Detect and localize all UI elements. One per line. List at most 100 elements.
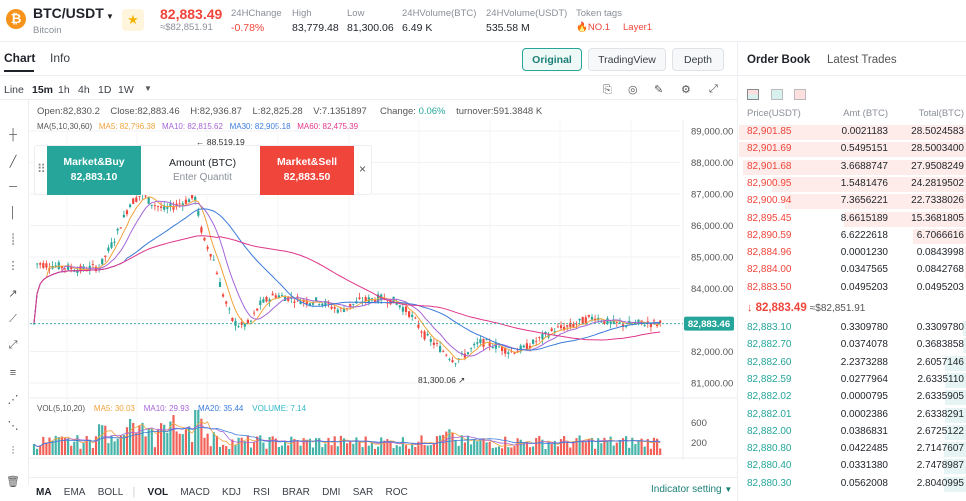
more-timeframes-icon[interactable]: ▼ [144,84,152,93]
indicator-icon[interactable]: ⎘ [603,84,612,96]
depth-bar [945,390,966,406]
pattern-tool-icon[interactable]: ⋰ [7,393,19,406]
vertical-line-tool-icon[interactable]: │ [9,207,17,219]
volume-bar [566,442,569,455]
price-chart[interactable]: 89,000.00 88,000.00 87,000.00 86,000.00 85,0… [30,120,737,460]
market-sell-button[interactable]: Market&Sell 82,883.50 [260,146,354,195]
ask-row[interactable]: 82,901.68 3.6688747 27.9508249 [738,159,966,176]
volume-bar [659,448,662,455]
timeframe-4h[interactable]: 4h [78,84,90,96]
ask-row[interactable]: 82,901.69 0.5495151 28.5003400 [738,141,966,158]
volume-bar [45,442,48,455]
volume-bar [541,439,544,455]
dropdown-arrow-icon[interactable]: ▼ [106,12,114,21]
indicator-vol[interactable]: VOL [147,487,169,498]
ask-row[interactable]: 82,900.94 7.3656221 22.7338026 [738,193,966,210]
bid-row[interactable]: 82,882.01 0.0002386 2.6338291 [738,407,966,424]
indicator-rsi[interactable]: RSI [253,487,270,498]
bid-price: 82,882.01 [747,408,792,420]
view-both-icon[interactable] [747,89,759,100]
ask-row[interactable]: 82,890.59 6.6222618 6.7066616 [738,228,966,245]
trash-icon[interactable]: 🗑 [6,475,20,488]
indicator-kdj[interactable]: KDJ [222,487,241,498]
price-line-tool-icon[interactable]: ⤢ [8,338,18,351]
bid-row[interactable]: 82,882.00 0.0386831 2.6725122 [738,424,966,441]
favorite-star-icon[interactable]: ★ [122,9,144,31]
volume-bar [305,439,308,455]
drag-handle-icon[interactable]: ⠿ [37,162,46,176]
volume-bar [448,429,451,455]
volume-bar [163,424,166,455]
candle-body [401,307,404,312]
indicator-sar[interactable]: SAR [352,487,374,498]
view-bids-icon[interactable] [771,89,783,100]
volume-bar [587,438,590,455]
view-tradingview-button[interactable]: TradingView [588,48,666,71]
ma10-line [33,200,661,357]
indicator-dmi[interactable]: DMI [322,487,341,498]
bid-row[interactable]: 82,882.60 2.2373288 2.6057146 [738,355,966,372]
segment-tool-icon[interactable]: ⋮ [7,259,19,272]
settings-icon[interactable]: ⚙ [681,84,691,96]
trend-line-tool-icon[interactable]: ╱ [9,155,17,168]
indicator-macd[interactable]: MACD [180,487,210,498]
fullscreen-icon[interactable]: ⤢ [709,83,718,95]
fibonacci-tool-icon[interactable]: ≡ [9,367,17,379]
tag-layer[interactable]: Layer1 [623,22,653,33]
tab-order-book[interactable]: Order Book [747,54,811,66]
volume-bar [153,447,156,455]
timeframe-1d[interactable]: 1D [98,84,112,96]
depth-bar [944,424,966,440]
indicator-roc[interactable]: ROC [385,487,408,498]
bid-row[interactable]: 82,882.70 0.0374078 0.3683858 [738,337,966,354]
bid-row[interactable]: 82,883.10 0.3309780 0.3309780 [738,320,966,337]
volume-bar [42,436,45,455]
volume-bar [76,435,79,455]
bid-row[interactable]: 82,882.59 0.0277964 2.6335110 [738,372,966,389]
volume-bar [550,443,553,455]
draw-pen-icon[interactable]: ✎ [654,84,664,96]
measure-tool-icon[interactable]: ⋱ [7,419,19,432]
indicator-boll[interactable]: BOLL [97,487,124,498]
horizontal-line-tool-icon[interactable]: ─ [9,181,17,193]
camera-icon[interactable]: ◎ [628,84,638,96]
indicator-setting-link[interactable]: Indicator setting ▼ [651,484,732,495]
indicator-ema[interactable]: EMA [63,487,86,498]
timeframe-line[interactable]: Line [4,84,24,96]
timeframe-15m[interactable]: 15m [32,84,54,96]
tab-latest-trades[interactable]: Latest Trades [827,54,897,66]
ask-row[interactable]: 82,884.00 0.0347565 0.0842768 [738,262,966,279]
arrow-tool-icon[interactable]: ↗ [8,287,18,300]
ask-row[interactable]: 82,900.95 1.5481476 24.2819502 [738,176,966,193]
view-asks-icon[interactable] [794,89,806,100]
view-original-button[interactable]: Original [522,48,582,71]
indicator-brar[interactable]: BRAR [282,487,310,498]
amount-input[interactable]: Enter Quantit [173,172,232,183]
ray-tool-icon[interactable]: ┊ [9,233,17,246]
volume-bar [290,436,293,455]
candle-body [259,300,262,306]
ask-row[interactable]: 82,901.85 0.0021183 28.5024583 [738,124,966,141]
bid-row[interactable]: 82,880.40 0.0331380 2.7478987 [738,458,966,475]
close-icon[interactable]: × [359,162,367,176]
ask-row[interactable]: 82,895.45 8.6615189 15.3681805 [738,211,966,228]
candle-body [129,204,132,207]
volume-bar [79,448,82,455]
market-buy-button[interactable]: Market&Buy 82,883.10 [47,146,141,195]
magnet-tool-icon[interactable]: ⫶ [11,444,15,457]
bid-row[interactable]: 82,880.80 0.0422485 2.7147607 [738,441,966,458]
tab-chart[interactable]: Chart [4,51,36,65]
bid-row[interactable]: 82,880.30 0.0562008 2.8040995 [738,476,966,493]
timeframe-1h[interactable]: 1h [58,84,70,96]
channel-tool-icon[interactable]: ⟋ [9,312,17,325]
crosshair-tool-icon[interactable]: ┼ [9,129,17,141]
indicator-ma[interactable]: MA [36,487,52,498]
view-depth-button[interactable]: Depth [672,48,724,71]
tab-info[interactable]: Info [50,51,71,65]
bid-row[interactable]: 82,882.02 0.0000795 2.6335905 [738,389,966,406]
ask-row[interactable]: 82,884.96 0.0001230 0.0843998 [738,245,966,262]
timeframe-1w[interactable]: 1W [118,84,134,96]
pair-title[interactable]: BTC/USDT [33,5,104,21]
tag-rank[interactable]: 🔥NO.1 [576,22,610,33]
ask-row[interactable]: 82,883.50 0.0495203 0.0495203 [738,280,966,297]
